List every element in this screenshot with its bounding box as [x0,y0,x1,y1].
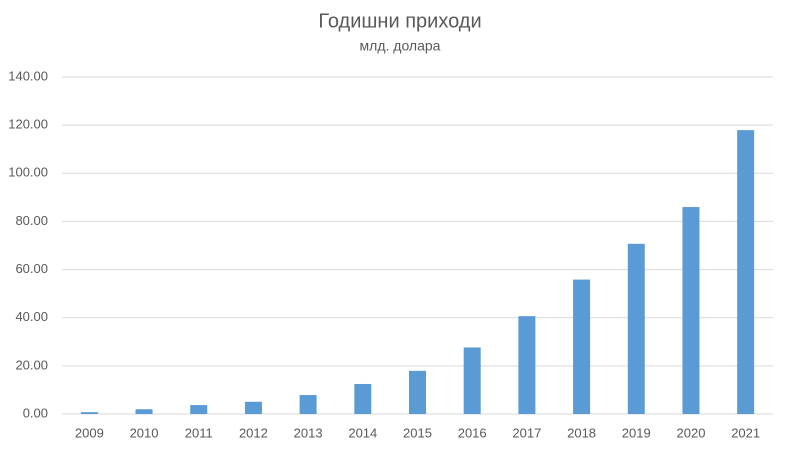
y-tick-label: 0.00 [23,405,48,420]
x-tick-label: 2010 [130,425,159,440]
bar [135,409,153,414]
bar [518,316,536,414]
y-tick-label: 80.00 [15,213,48,228]
x-tick-label: 2021 [731,425,760,440]
chart-title: Годишни приходи [318,10,481,32]
bar [190,405,208,414]
bar [573,279,591,414]
bar [244,401,262,414]
bar [299,395,317,414]
x-tick-label: 2014 [348,425,377,440]
bar [354,383,372,414]
x-tick-label: 2015 [403,425,432,440]
x-tick-label: 2020 [677,425,706,440]
x-tick-label: 2013 [294,425,323,440]
x-tick-label: 2012 [239,425,268,440]
x-tick-label: 2016 [458,425,487,440]
bar [80,412,98,414]
y-tick-label: 120.00 [8,117,48,132]
x-tick-label: 2018 [567,425,596,440]
bar [737,130,755,414]
y-tick-label: 60.00 [15,261,48,276]
x-tick-label: 2009 [75,425,104,440]
bar [682,207,700,414]
y-tick-label: 20.00 [15,357,48,372]
x-tick-label: 2017 [512,425,541,440]
x-tick-label: 2011 [185,425,213,440]
bar [463,347,481,414]
y-tick-label: 140.00 [8,68,48,83]
y-tick-label: 40.00 [15,309,48,324]
y-tick-label: 100.00 [8,165,48,180]
x-tick-label: 2019 [622,425,651,440]
bar [409,370,426,414]
chart-subtitle: млд. долара [360,38,441,54]
bar [627,243,645,414]
